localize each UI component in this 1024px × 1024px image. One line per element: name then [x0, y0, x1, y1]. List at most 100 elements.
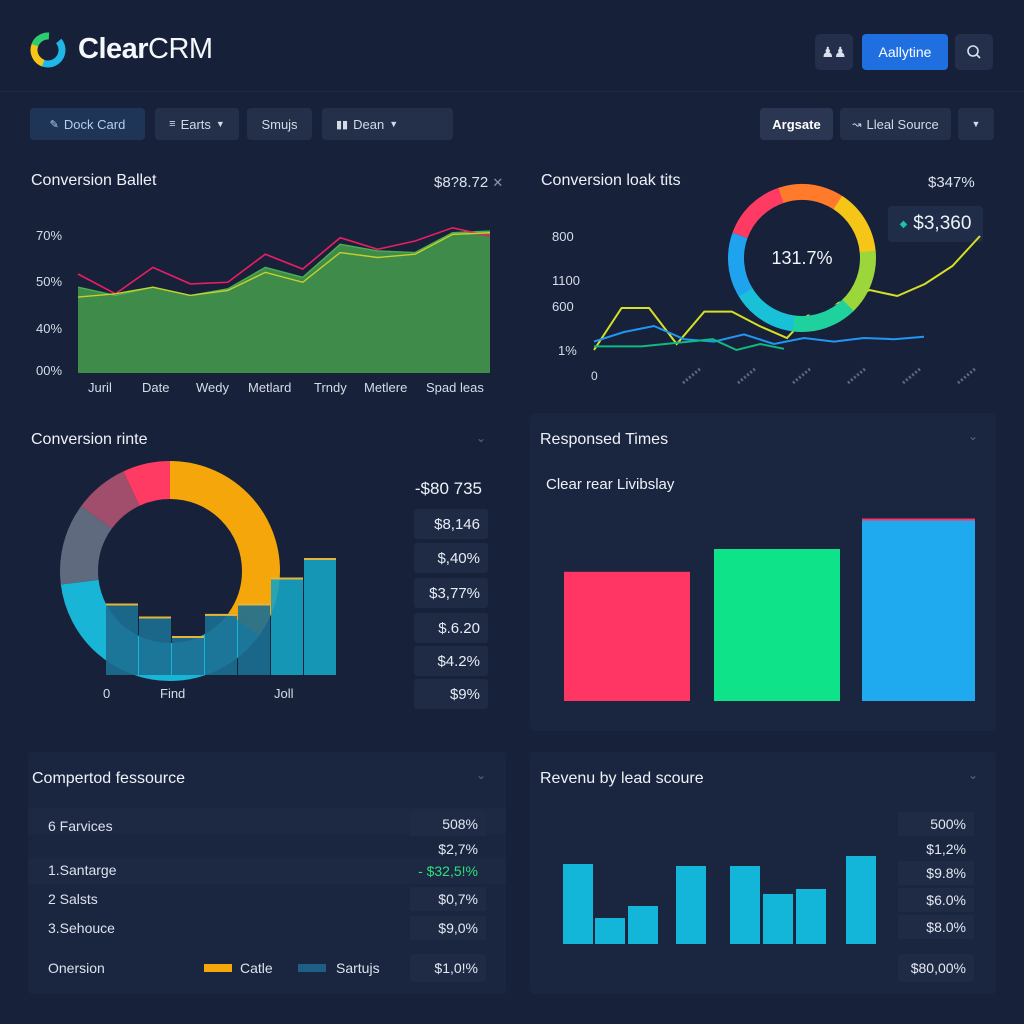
x-tick-mark — [847, 366, 867, 385]
series-line — [594, 338, 785, 352]
x-tick: 0 — [103, 686, 110, 701]
chevron-down-icon[interactable]: ⌄ — [476, 768, 487, 782]
series-line — [593, 235, 981, 351]
y-tick: 1% — [558, 343, 577, 358]
value-cell: $9% — [414, 679, 488, 709]
close-icon[interactable]: ✕ — [492, 175, 504, 190]
panel-meta: $8?8.72 ✕ — [434, 174, 504, 191]
series-line — [77, 232, 491, 298]
conversion-ballet-panel: Conversion Ballet $8?8.72 ✕ 70% 50% 40% … — [28, 158, 506, 398]
table-row-bg — [28, 836, 506, 860]
chevron-down-icon[interactable]: ⌄ — [968, 768, 979, 782]
bar — [106, 603, 138, 675]
value-cell: $1,2% — [926, 841, 966, 857]
earts-dropdown[interactable]: ≡ Earts ▼ — [155, 108, 239, 140]
y-tick: 00% — [36, 363, 62, 378]
conversion-ballet-chart: 70% 50% 40% 00% Juril Date Wedy Metlard … — [36, 226, 491, 395]
bar-cap — [106, 603, 138, 606]
row-value: $9,0% — [410, 916, 486, 940]
conversion-rinte-chart: 0 Find Joll — [60, 461, 336, 701]
x-tick-mark — [957, 366, 977, 385]
value-cell: $4.2% — [414, 646, 488, 676]
x-tick: 0 — [591, 369, 598, 383]
chevron-down-icon[interactable]: ⌄ — [968, 429, 979, 443]
x-tick: Joll — [274, 686, 294, 701]
dean-dropdown[interactable]: ▮▮ Dean ▼ — [322, 108, 453, 140]
legend-swatch — [298, 964, 326, 972]
argsate-button[interactable]: Argsate — [760, 108, 833, 140]
value-cell: $80,00% — [898, 954, 974, 982]
panel-title: Conversion rinte — [31, 431, 148, 448]
users-icon-button[interactable]: ♟♟ — [815, 34, 853, 70]
bar — [563, 864, 593, 944]
dock-card-button[interactable]: ✎ Dock Card — [30, 108, 145, 140]
row-label: 6 Farvices — [48, 818, 113, 834]
x-tick: Metlere — [364, 380, 407, 395]
row-value: 508% — [410, 812, 486, 836]
footer-value: $1,0!% — [410, 954, 486, 982]
value-cell: 500% — [898, 812, 974, 836]
x-tick: Find — [160, 686, 185, 701]
more-dropdown[interactable]: ▼ — [958, 108, 994, 140]
donut-segment — [60, 461, 280, 681]
compertod-panel: Compertod fessource ⌄ 6 Farvices 508% $2… — [28, 752, 506, 994]
bar — [238, 603, 270, 675]
y-tick: 800 — [552, 229, 574, 244]
bar — [676, 866, 706, 944]
primary-button[interactable]: Aallytine — [862, 34, 948, 70]
brand-name: ClearCRM — [78, 33, 213, 65]
row-value-positive: - $32,5!% — [418, 863, 478, 879]
bar — [763, 894, 793, 944]
panel-title: Compertod fessource — [32, 770, 185, 787]
revenue-lead-source-panel: Revenu by lead scoure ⌄ 500% $1,2% $9.8%… — [530, 752, 996, 994]
bar — [304, 558, 336, 675]
bar — [846, 856, 876, 944]
x-tick: Trndy — [314, 380, 347, 395]
series-line — [593, 324, 925, 346]
callout-box: ◆ $3,360 — [888, 206, 983, 242]
tag-icon: ↝ — [852, 118, 862, 131]
y-tick: 50% — [36, 274, 62, 289]
legend-label: Sartujs — [336, 960, 380, 976]
users-icon: ♟♟ — [821, 43, 847, 60]
donut-segment — [728, 184, 876, 332]
x-tick: Juril — [88, 380, 112, 395]
bars — [563, 856, 876, 944]
row-label: 2 Salsts — [48, 891, 98, 907]
lead-source-button[interactable]: ↝ Lleal Source — [840, 108, 951, 140]
area-fill — [78, 231, 490, 373]
bars — [564, 518, 975, 701]
plot-area — [77, 226, 491, 373]
bar — [595, 918, 625, 944]
donut-segment — [728, 184, 876, 332]
bar-cap — [172, 636, 204, 638]
diamond-icon: ◆ — [899, 218, 908, 230]
y-tick: 70% — [36, 228, 62, 243]
panel-title: Revenu by lead scoure — [540, 770, 704, 787]
smujs-button[interactable]: Smujs — [247, 108, 312, 140]
chevron-down-icon[interactable]: ⌄ — [476, 431, 487, 445]
value-cell: $8.0% — [898, 915, 974, 939]
row-label: 3.Sehouce — [48, 920, 115, 936]
y-tick: 1100 — [552, 273, 580, 288]
plot-area — [593, 235, 981, 352]
bar — [139, 616, 171, 675]
x-tick: Metlard — [248, 380, 291, 395]
response-times-chart — [564, 518, 975, 701]
donut-segment — [60, 461, 280, 681]
value-cell: $6.0% — [898, 888, 974, 912]
c-logo-icon[interactable] — [28, 30, 68, 70]
x-tick: Wedy — [196, 380, 229, 395]
bar — [564, 571, 690, 701]
donut-segment — [728, 184, 876, 332]
value-cell: $,40% — [414, 543, 488, 573]
bar — [796, 889, 826, 944]
value-cell: $8,146 — [414, 509, 488, 539]
y-tick: 40% — [36, 321, 62, 336]
row-label: 1.Santarge — [48, 862, 117, 878]
bar-cap — [205, 613, 237, 616]
search-button[interactable] — [955, 34, 993, 70]
x-tick-mark — [682, 366, 702, 385]
bar-cap — [238, 603, 270, 606]
conversion-look-chart: 800 1100 600 1% 0 131.7% — [552, 184, 981, 385]
